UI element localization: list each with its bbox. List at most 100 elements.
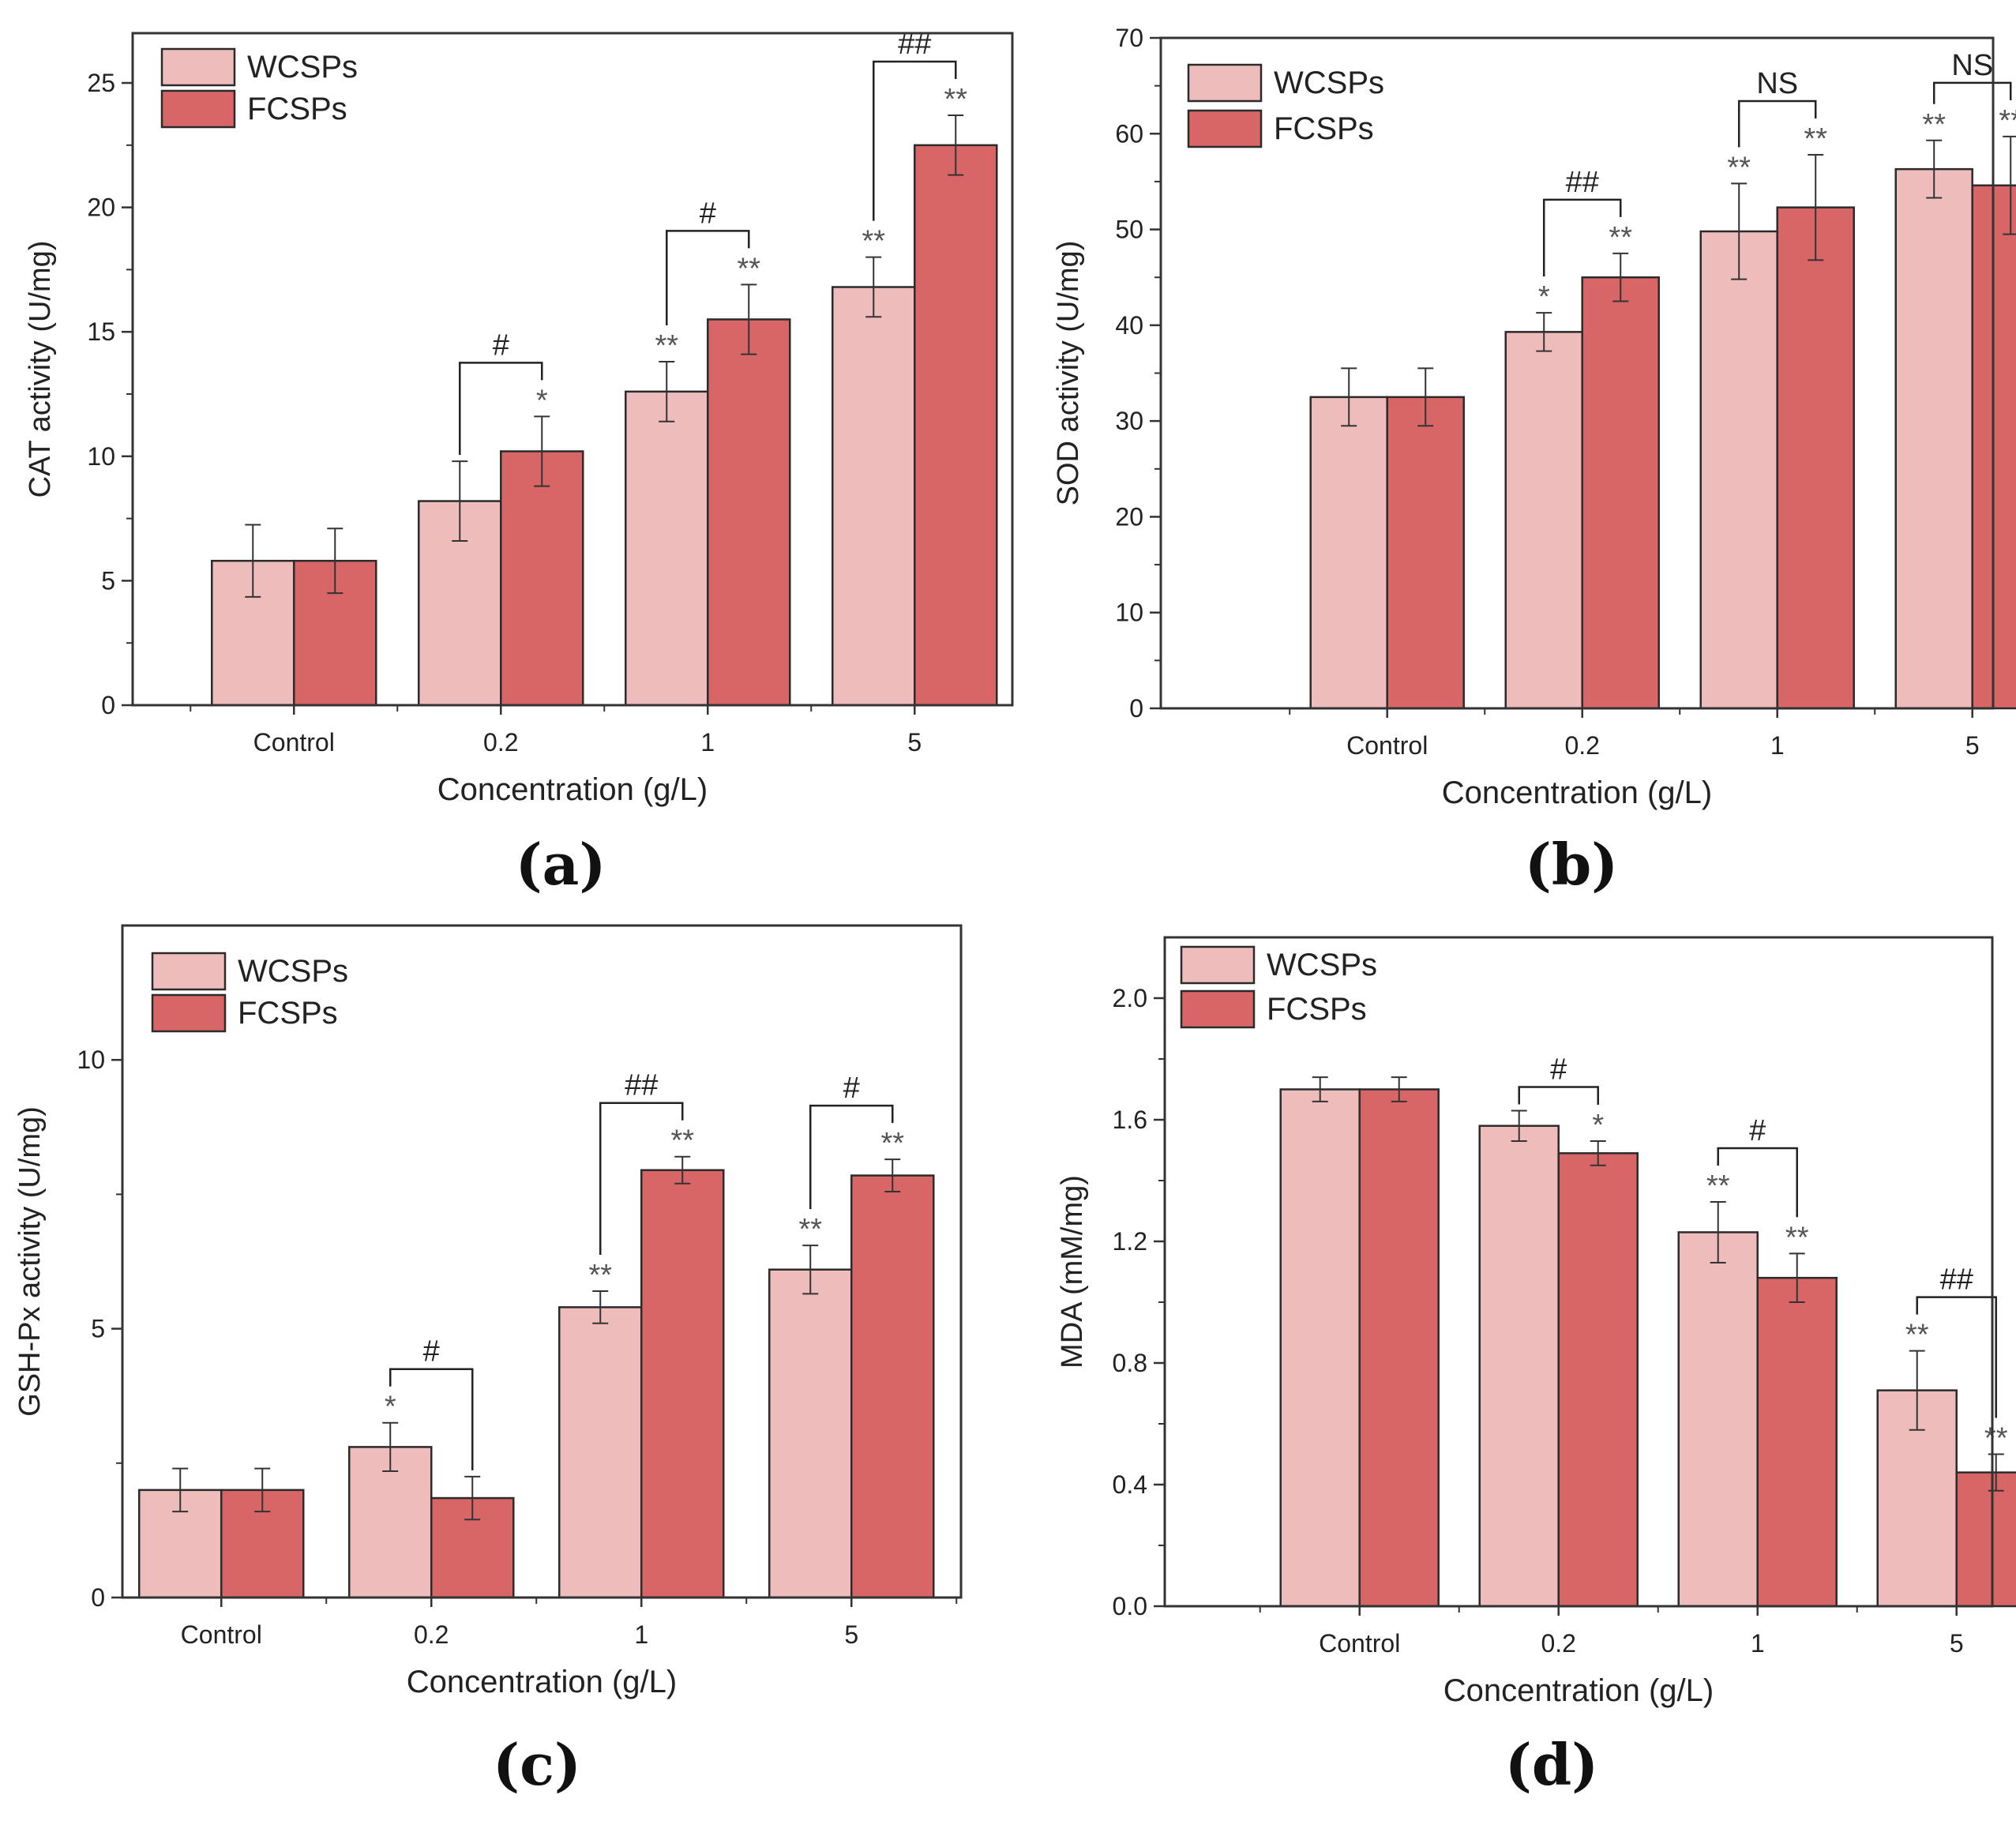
legend-label-fcsps: FCSPs	[238, 996, 338, 1031]
x-axis-title: Concentration (g/L)	[437, 772, 708, 807]
bar-fcsps-1	[1581, 276, 1660, 710]
y-tick-label: 20	[1115, 502, 1143, 531]
y-tick-label: 0.8	[1113, 1349, 1147, 1377]
y-tick-label: 10	[77, 1046, 105, 1074]
bar-fcsps-1	[1557, 1152, 1639, 1608]
x-category-label: 1	[634, 1620, 648, 1649]
bar-fcsps-2	[707, 318, 791, 707]
bar-fcsps-0	[1358, 1088, 1440, 1608]
bar-fcsps-2	[1756, 1276, 1838, 1608]
bar-wcsps-2	[557, 1306, 643, 1599]
significance-star: **	[588, 1259, 612, 1292]
significance-bracket	[1916, 1296, 1997, 1418]
bar-wcsps-2	[1677, 1231, 1759, 1608]
significance-star: **	[1609, 221, 1632, 254]
y-tick-label: 60	[1115, 119, 1143, 148]
significance-bracket	[599, 1102, 684, 1255]
bar-wcsps-3	[1876, 1389, 1958, 1608]
x-category-label: 5	[1950, 1629, 1964, 1658]
x-category-label: Control	[1346, 731, 1428, 760]
bracket-label: ##	[1566, 166, 1599, 199]
significance-star: **	[1922, 108, 1946, 141]
y-tick-label: 0.4	[1113, 1470, 1147, 1499]
legend-label-fcsps: FCSPs	[1267, 992, 1367, 1027]
legend-swatch-wcsps	[1180, 945, 1256, 985]
y-tick-label: 15	[87, 317, 115, 346]
plot-frame	[131, 32, 1014, 707]
bar-wcsps-0	[1279, 1088, 1361, 1608]
significance-star: **	[1804, 122, 1827, 156]
bar-wcsps-1	[1478, 1125, 1560, 1608]
significance-bracket	[389, 1368, 474, 1470]
y-axis-title: GSH-Px activity (U/mg)	[13, 1106, 47, 1417]
x-category-label: 1	[1770, 731, 1785, 760]
legend-label-wcsps: WCSPs	[1267, 948, 1377, 982]
x-category-label: Control	[181, 1620, 262, 1649]
legend-swatch-wcsps	[160, 47, 236, 87]
bar-wcsps-3	[1894, 167, 1973, 710]
legend-swatch-fcsps	[151, 993, 227, 1033]
legend-swatch-fcsps	[1187, 109, 1263, 148]
x-axis-title: Concentration (g/L)	[1443, 1673, 1714, 1708]
legend-label-wcsps: WCSPs	[247, 50, 358, 84]
significance-bracket	[459, 362, 543, 456]
y-axis-title: SOD activity (U/mg)	[1052, 241, 1085, 506]
significance-star: **	[1984, 1422, 2008, 1455]
significance-bracket	[1542, 198, 1622, 277]
significance-star: **	[1999, 104, 2016, 137]
significance-bracket	[1737, 99, 1817, 148]
plot-frame	[121, 924, 963, 1599]
significance-star: **	[1706, 1170, 1730, 1203]
significance-star: *	[1592, 1109, 1604, 1142]
bracket-label: ##	[1940, 1263, 1973, 1297]
legend-label-wcsps: WCSPs	[1274, 66, 1384, 100]
bracket-label: #	[493, 329, 509, 362]
x-category-label: 0.2	[1541, 1629, 1575, 1658]
bracket-label: #	[700, 197, 716, 230]
x-category-label: 0.2	[483, 728, 518, 757]
significance-star: **	[944, 83, 967, 116]
y-tick-label: 30	[1115, 407, 1143, 435]
bracket-label: #	[843, 1072, 860, 1105]
x-category-label: 0.2	[1564, 731, 1599, 760]
bar-wcsps-2	[1699, 230, 1778, 710]
legend-label-fcsps: FCSPs	[247, 92, 347, 126]
x-category-label: 0.2	[414, 1620, 449, 1649]
bar-wcsps-3	[832, 286, 916, 707]
significance-star: *	[385, 1391, 396, 1424]
bar-wcsps-0	[1309, 396, 1388, 710]
y-axis-title: CAT activity (U/mg)	[24, 241, 57, 498]
significance-star: **	[862, 225, 885, 258]
x-category-label: 5	[844, 1620, 858, 1649]
y-tick-label: 0	[101, 691, 115, 719]
bracket-label: #	[423, 1335, 440, 1369]
significance-star: **	[798, 1213, 822, 1246]
y-tick-label: 0	[91, 1583, 105, 1612]
bar-fcsps-1	[500, 450, 584, 707]
bracket-label: NS	[1951, 49, 1993, 82]
y-tick-label: 0	[1129, 694, 1143, 723]
plot-frame	[1163, 936, 1994, 1608]
bracket-label: #	[1550, 1053, 1567, 1086]
legend-swatch-fcsps	[1180, 989, 1256, 1029]
y-tick-label: 10	[87, 442, 115, 471]
panel-letter: (d)	[1505, 1731, 1598, 1798]
bar-fcsps-3	[1955, 1471, 2016, 1608]
bar-wcsps-3	[768, 1268, 853, 1599]
x-category-label: 1	[700, 728, 715, 757]
y-tick-label: 0.0	[1113, 1592, 1147, 1620]
significance-bracket	[1932, 81, 2012, 104]
legend-swatch-wcsps	[1187, 63, 1263, 103]
bar-fcsps-0	[1386, 396, 1465, 710]
legend-swatch-fcsps	[160, 89, 236, 129]
bar-wcsps-2	[625, 390, 709, 707]
y-tick-label: 70	[1115, 24, 1143, 52]
y-tick-label: 40	[1115, 311, 1143, 340]
bar-wcsps-1	[1504, 331, 1583, 710]
x-axis-title: Concentration (g/L)	[1442, 775, 1712, 810]
bar-fcsps-2	[1776, 206, 1855, 710]
